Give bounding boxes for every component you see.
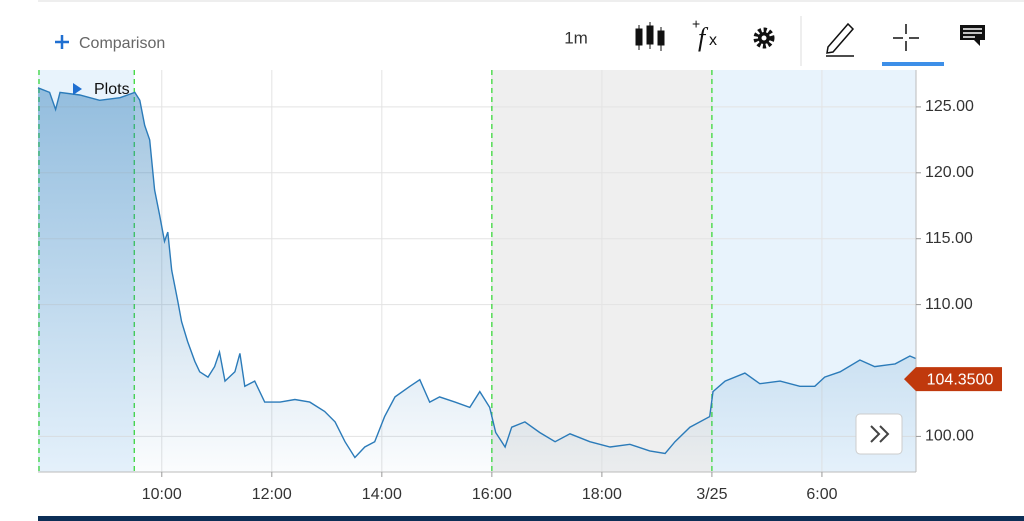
- interval-button[interactable]: 1m: [564, 28, 588, 47]
- plot-area: 10:00 12:00 14:00 16:00 18:00 3/25 6:00 100.00 1…: [37, 70, 1002, 503]
- fx-icon: f: [698, 23, 709, 52]
- fx-x: x: [709, 32, 717, 49]
- x-tick-label: 16:00: [472, 486, 512, 503]
- y-tick-label: 110.00: [925, 296, 973, 313]
- draw-button[interactable]: [826, 22, 855, 57]
- comments-button[interactable]: [960, 25, 985, 46]
- comparison-label: Comparison: [79, 35, 165, 52]
- chart-type-button[interactable]: [635, 22, 665, 51]
- y-tick-label: 125.00: [925, 98, 974, 115]
- x-tick-label: 10:00: [142, 486, 182, 503]
- bottom-bar: [38, 516, 1024, 521]
- studies-button[interactable]: + f x: [692, 16, 717, 52]
- plots-toggle[interactable]: Plots: [73, 81, 130, 98]
- plus-mark: +: [692, 16, 700, 32]
- last-price-tag: [904, 367, 1002, 392]
- x-tick-label: 18:00: [582, 486, 622, 503]
- settings-button[interactable]: [753, 27, 775, 49]
- last-price-label: 104.3500: [927, 371, 994, 388]
- crosshair-button[interactable]: [893, 24, 919, 51]
- x-tick-label: 6:00: [806, 486, 837, 503]
- plots-label: Plots: [94, 81, 130, 98]
- x-tick-label: 14:00: [362, 486, 402, 503]
- active-indicator: [882, 62, 944, 66]
- price-line: [37, 87, 917, 459]
- comparison-button[interactable]: Comparison: [55, 35, 165, 52]
- x-tick-label: 3/25: [696, 486, 727, 503]
- x-tick-label: 12:00: [252, 486, 292, 503]
- scroll-right-button[interactable]: [855, 413, 903, 455]
- plus-icon: [55, 35, 69, 49]
- area: [38, 87, 916, 473]
- comments-lines: [963, 28, 982, 38]
- y-tick-label: 115.00: [925, 230, 973, 247]
- y-tick-label: 120.00: [925, 164, 974, 181]
- y-tick-label: 100.00: [925, 428, 974, 445]
- plots-arrow: [73, 83, 82, 95]
